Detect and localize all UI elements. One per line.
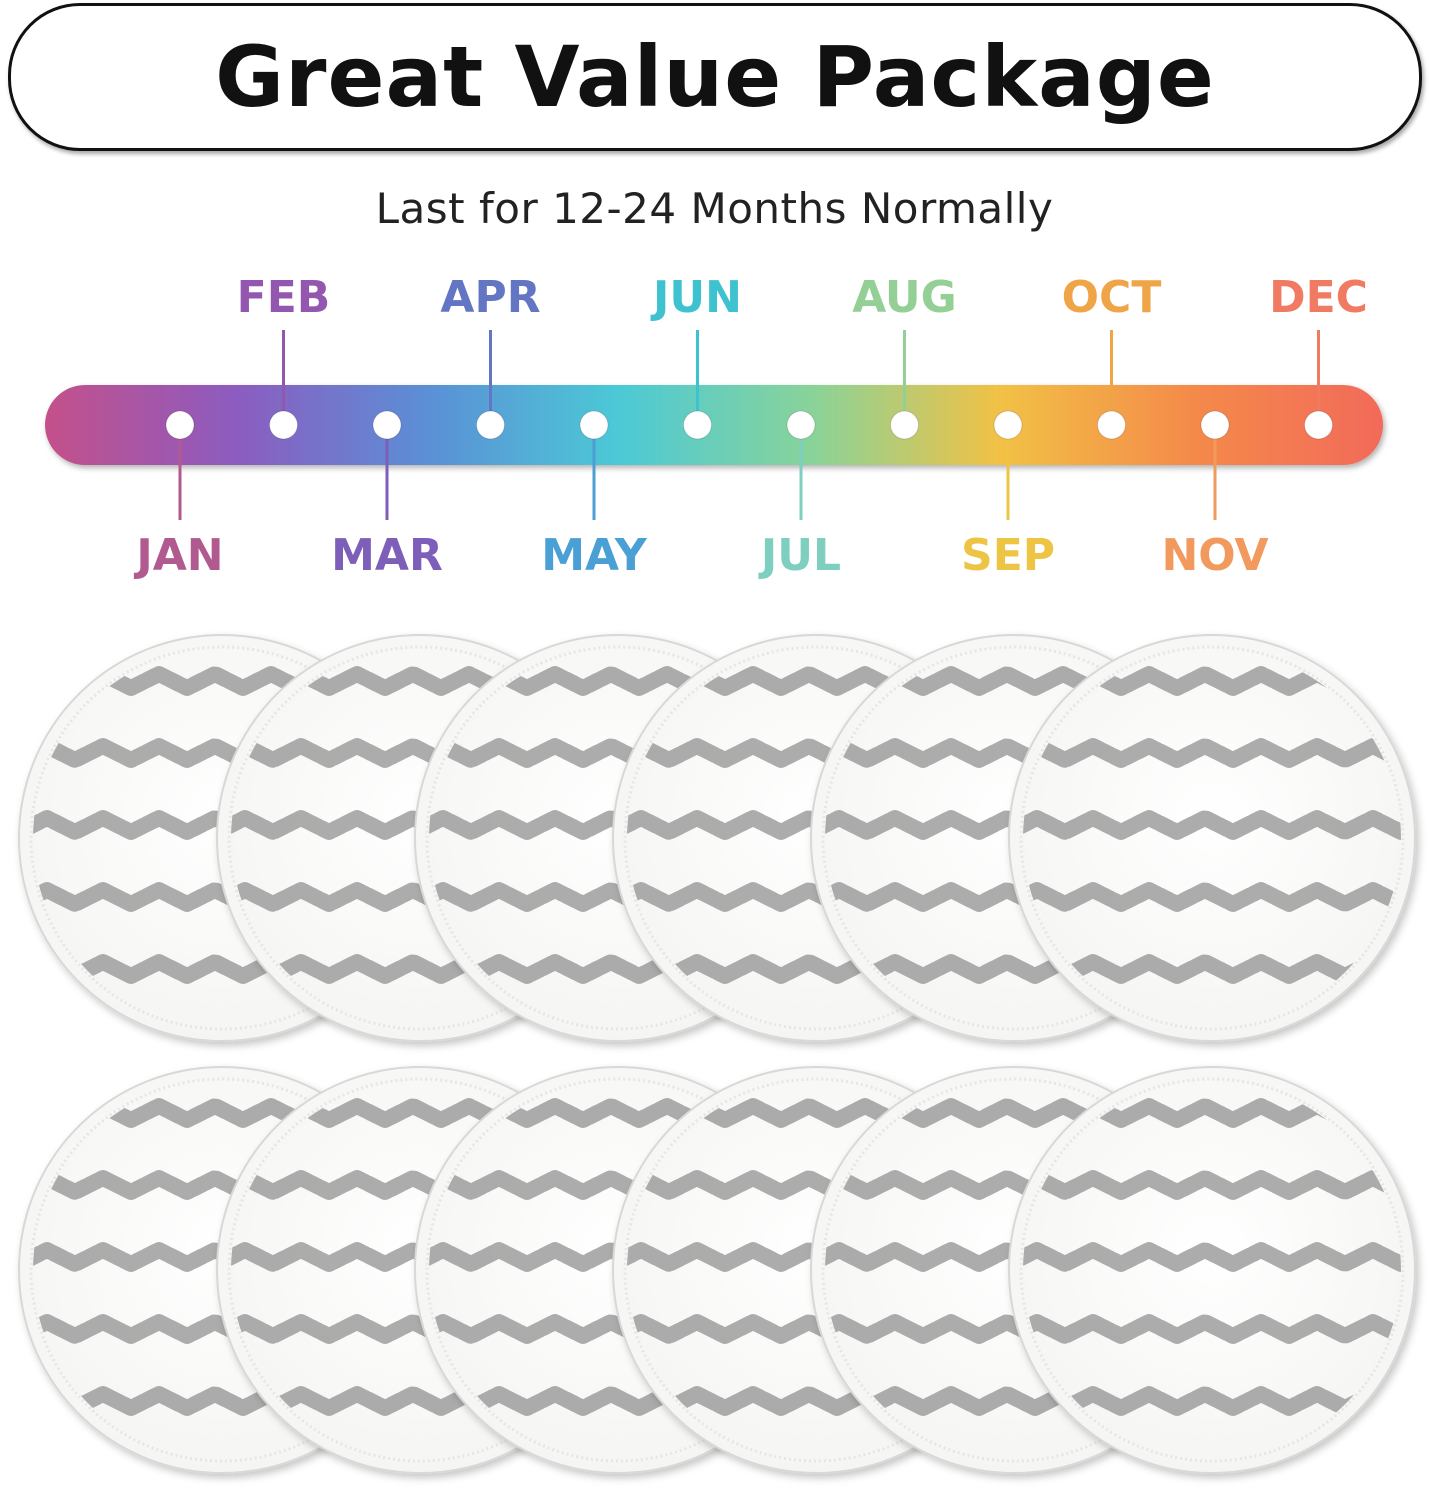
month-dot — [1200, 410, 1230, 440]
month-marker-aug: AUG — [852, 272, 957, 440]
mop-pads-illustration — [18, 634, 1416, 1474]
month-marker-oct: OCT — [1062, 272, 1162, 440]
month-dot — [786, 410, 816, 440]
month-marker-may: MAY — [541, 410, 648, 581]
month-dot — [683, 410, 712, 440]
month-marker-nov: NOV — [1161, 410, 1269, 581]
month-dot — [1304, 410, 1333, 440]
subtitle: Last for 12-24 Months Normally — [375, 184, 1054, 233]
month-marker-mar: MAR — [331, 410, 443, 581]
month-label: OCT — [1062, 272, 1162, 323]
month-dot — [993, 410, 1023, 440]
mop-pad — [1008, 1066, 1416, 1474]
month-label: JUL — [758, 530, 841, 581]
timeline-bar — [45, 385, 1383, 465]
month-dot — [476, 410, 505, 440]
month-marker-jun: JUN — [650, 272, 742, 440]
month-label: JUN — [650, 272, 742, 323]
month-timeline: JAN FEB MAR APR MAY JUN JUL AUG SEP OCT NOV DEC — [45, 272, 1383, 581]
month-dot — [372, 410, 402, 440]
title-banner: Great Value Package — [8, 3, 1422, 151]
month-marker-feb: FEB — [237, 272, 331, 440]
month-label: MAR — [331, 530, 443, 581]
month-label: SEP — [961, 530, 1055, 581]
month-marker-dec: DEC — [1269, 272, 1368, 440]
month-dot — [890, 410, 919, 440]
month-label: JAN — [133, 530, 223, 581]
month-label: MAY — [541, 530, 648, 581]
month-marker-sep: SEP — [961, 410, 1055, 581]
page-title: Great Value Package — [215, 28, 1215, 126]
month-label: APR — [440, 272, 540, 323]
month-dot — [1097, 410, 1126, 440]
month-dot — [579, 410, 609, 440]
month-dot — [269, 410, 298, 440]
month-marker-jan: JAN — [133, 410, 224, 581]
month-label: AUG — [852, 272, 957, 323]
month-label: DEC — [1269, 272, 1368, 323]
month-label: FEB — [237, 272, 331, 323]
mop-pad — [1008, 634, 1416, 1042]
month-marker-jul: JUL — [758, 410, 841, 581]
month-label: NOV — [1161, 530, 1268, 581]
month-dot — [165, 410, 195, 440]
month-marker-apr: APR — [440, 272, 541, 440]
